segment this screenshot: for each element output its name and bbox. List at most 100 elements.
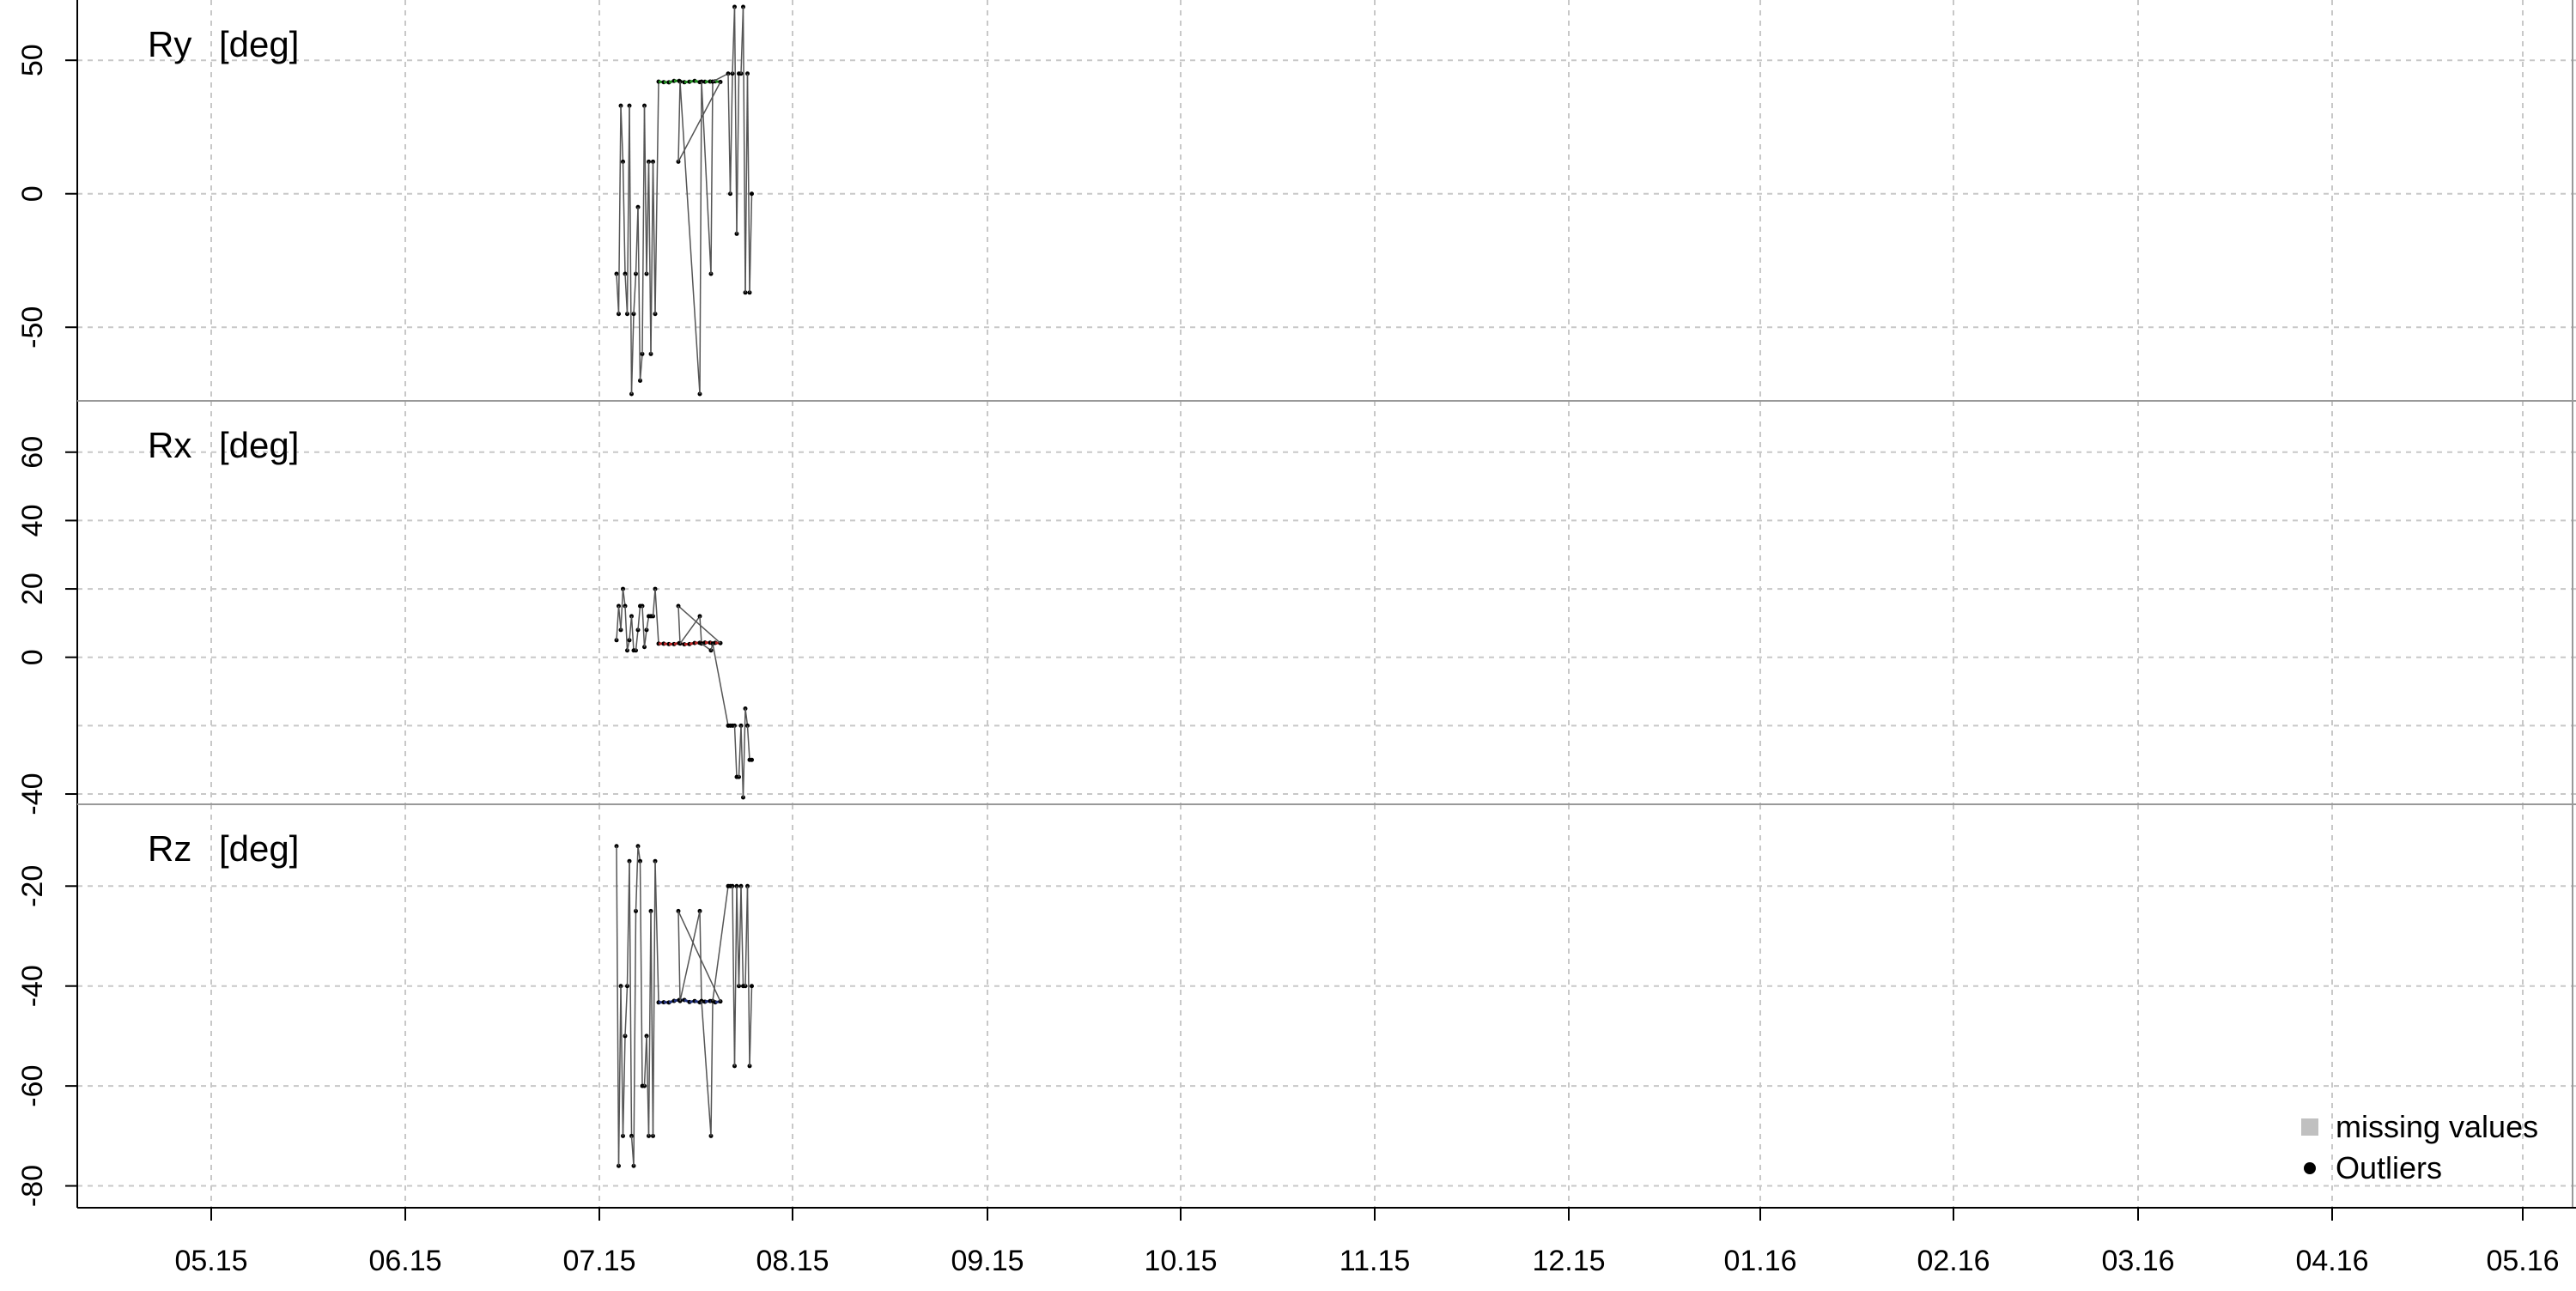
series-segment — [623, 589, 626, 606]
series-segment — [617, 846, 619, 1167]
y-tick-label: 60 — [16, 436, 49, 469]
series-segment — [744, 708, 746, 797]
legend-outlier-marker — [2304, 1162, 2316, 1174]
series-segment — [651, 161, 653, 354]
x-tick-label: 04.16 — [2295, 1245, 2368, 1277]
x-tick-label: 03.16 — [2101, 1245, 2174, 1277]
y-tick-label: -80 — [16, 1165, 49, 1207]
series-segment — [700, 911, 702, 1001]
panel-unit: [deg] — [219, 24, 299, 64]
series-segment — [731, 74, 733, 194]
legend-missing-marker — [2301, 1118, 2318, 1136]
series-segment — [748, 886, 750, 1066]
series-segment — [655, 861, 659, 1003]
data-point — [750, 191, 754, 196]
series-segment — [638, 606, 641, 630]
series-segment — [636, 630, 639, 651]
series-segment — [702, 1001, 711, 1136]
series-segment — [629, 106, 632, 394]
series-segment — [735, 7, 738, 233]
series-segment — [642, 106, 645, 354]
series-segment — [737, 74, 739, 234]
series-segment — [750, 194, 752, 293]
series-segment — [625, 606, 628, 651]
y-tick-label: 20 — [16, 573, 49, 605]
panel-unit: [deg] — [219, 828, 299, 869]
series-segment — [735, 886, 738, 1066]
series-segment — [741, 886, 744, 985]
series-segment — [748, 725, 750, 760]
series-segment — [711, 1001, 713, 1136]
panel-label: Rx — [148, 425, 191, 465]
series-segment — [645, 106, 647, 274]
x-tick-label: 12.15 — [1532, 1245, 1605, 1277]
series-segment — [617, 606, 619, 640]
panel-label: Rz — [148, 828, 191, 869]
x-tick-label: 05.16 — [2486, 1245, 2559, 1277]
x-tick-label: 08.15 — [756, 1245, 829, 1277]
series-segment — [619, 106, 622, 314]
x-tick-label: 07.15 — [562, 1245, 635, 1277]
series-segment — [634, 274, 636, 314]
series-segment — [678, 82, 680, 161]
series-segment — [655, 82, 659, 314]
y-tick-label: 0 — [16, 185, 49, 202]
y-tick-label: 40 — [16, 505, 49, 537]
y-tick-label: -50 — [16, 306, 49, 349]
series-segment — [621, 986, 623, 1136]
x-tick-label: 01.16 — [1723, 1245, 1796, 1277]
y-tick-label: -40 — [16, 965, 49, 1007]
series-segment — [678, 606, 680, 644]
series-segment — [619, 986, 622, 1167]
series-segment — [735, 725, 738, 777]
series-segment — [645, 630, 647, 647]
series-segment — [632, 616, 635, 651]
series-segment — [621, 589, 623, 630]
series-segment — [629, 861, 632, 1136]
series-segment — [653, 161, 656, 313]
x-tick-label: 05.15 — [174, 1245, 247, 1277]
series-segment — [642, 606, 645, 647]
series-segment — [680, 616, 700, 644]
series-ry — [615, 5, 755, 397]
series-segment — [623, 161, 626, 274]
y-tick-label: 0 — [16, 649, 49, 665]
x-tick-label: 11.15 — [1340, 1245, 1411, 1277]
series-segment — [750, 986, 752, 1066]
series-segment — [678, 911, 680, 1001]
legend-label: Outliers — [2336, 1150, 2442, 1185]
series-segment — [700, 616, 702, 644]
series-segment — [700, 82, 702, 394]
series-segment — [641, 861, 643, 1086]
series-rx — [615, 587, 755, 800]
series-segment — [680, 82, 700, 394]
series-rz — [615, 844, 755, 1168]
series-segment — [680, 911, 700, 1001]
x-tick-label: 09.15 — [951, 1245, 1024, 1277]
panel-label: Ry — [148, 24, 191, 64]
panel-rx: 60 40 20 0 -40 Rx [deg] — [16, 401, 2576, 815]
series-segment — [711, 82, 713, 274]
series-segment — [625, 986, 628, 1036]
data-point — [750, 984, 754, 988]
series-segment — [702, 82, 711, 274]
series-segment — [653, 861, 656, 1136]
series-segment — [638, 207, 641, 380]
data-point — [750, 758, 754, 762]
series-segment — [655, 589, 659, 644]
panel-unit: [deg] — [219, 425, 299, 465]
series-segment — [634, 911, 636, 1166]
y-tick-label: -40 — [16, 773, 49, 815]
series-segment — [636, 846, 639, 912]
series-segment — [713, 644, 728, 726]
x-tick-label: 02.16 — [1917, 1245, 1990, 1277]
y-tick-label: -60 — [16, 1065, 49, 1107]
x-tick-label: 06.15 — [368, 1245, 441, 1277]
x-tick-label: 10.15 — [1144, 1245, 1217, 1277]
series-segment — [713, 886, 728, 1001]
